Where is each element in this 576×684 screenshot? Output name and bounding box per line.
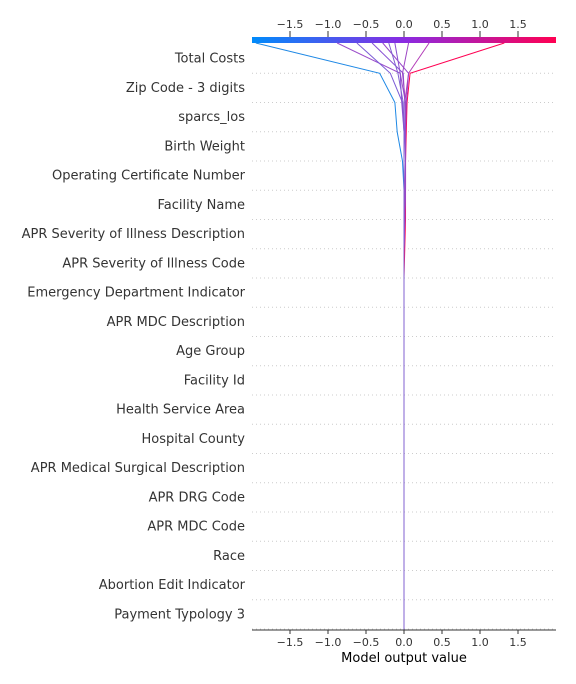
top-tick-label: −0.5 bbox=[353, 18, 380, 31]
feature-label: APR DRG Code bbox=[149, 490, 245, 505]
feature-label: Birth Weight bbox=[164, 139, 245, 154]
top-tick-label: 1.0 bbox=[471, 18, 489, 31]
bottom-tick-label: 0.5 bbox=[433, 636, 451, 649]
feature-label: APR Medical Surgical Description bbox=[31, 461, 245, 476]
feature-label: APR MDC Code bbox=[147, 520, 245, 535]
decision-path bbox=[255, 42, 405, 630]
feature-label: APR MDC Description bbox=[107, 315, 245, 330]
feature-label: sparcs_los bbox=[178, 110, 245, 125]
x-axis-title: Model output value bbox=[341, 651, 467, 666]
feature-label: APR Severity of Illness Description bbox=[22, 227, 245, 242]
feature-label: APR Severity of Illness Code bbox=[62, 256, 245, 271]
bottom-tick-label: −0.5 bbox=[353, 636, 380, 649]
top-tick-label: −1.5 bbox=[277, 18, 304, 31]
feature-label: Emergency Department Indicator bbox=[27, 286, 245, 301]
top-tick-label: 0.0 bbox=[395, 18, 413, 31]
feature-label: Facility Name bbox=[157, 198, 245, 213]
feature-label: Abortion Edit Indicator bbox=[99, 578, 246, 593]
feature-label: Total Costs bbox=[174, 52, 245, 67]
decision-path bbox=[403, 42, 505, 630]
feature-label: Payment Typology 3 bbox=[114, 607, 245, 622]
decision-path bbox=[336, 42, 407, 630]
bottom-tick-label: 1.0 bbox=[471, 636, 489, 649]
bottom-tick-label: −1.0 bbox=[315, 636, 342, 649]
feature-label: Age Group bbox=[176, 344, 245, 359]
feature-label: Facility Id bbox=[184, 373, 245, 388]
bottom-tick-label: −1.5 bbox=[277, 636, 304, 649]
bottom-tick-label: 0.0 bbox=[395, 636, 413, 649]
decision-path bbox=[401, 42, 410, 630]
feature-label: Hospital County bbox=[142, 432, 246, 447]
feature-label: Operating Certificate Number bbox=[52, 169, 246, 184]
top-tick-label: 1.5 bbox=[509, 18, 527, 31]
top-tick-label: 0.5 bbox=[433, 18, 451, 31]
top-tick-label: −1.0 bbox=[315, 18, 342, 31]
decision-paths bbox=[255, 42, 505, 630]
feature-label: Race bbox=[213, 549, 245, 564]
bottom-axis: −1.5 −1.0 −0.5 0.0 0.5 1.0 1.5 bbox=[252, 629, 556, 649]
colorbar bbox=[252, 37, 556, 43]
feature-labels: Total Costs Zip Code - 3 digits sparcs_los… bbox=[22, 52, 246, 623]
bottom-tick-label: 1.5 bbox=[509, 636, 527, 649]
feature-label: Health Service Area bbox=[116, 403, 245, 418]
feature-label: Zip Code - 3 digits bbox=[126, 81, 245, 96]
decision-path bbox=[388, 42, 405, 630]
top-axis: −1.5 −1.0 −0.5 0.0 0.5 1.0 1.5 bbox=[277, 18, 527, 37]
